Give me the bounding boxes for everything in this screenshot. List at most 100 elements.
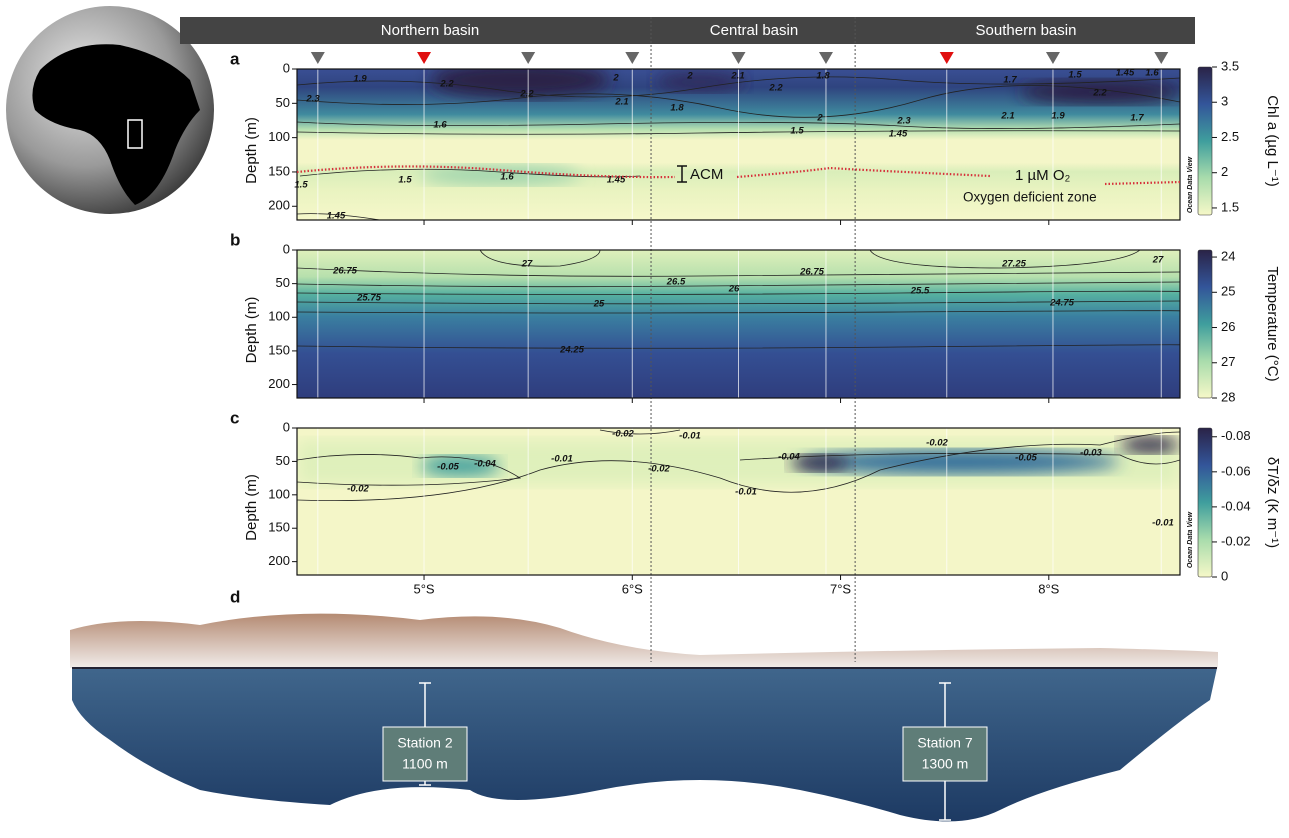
station-depth: 1300 m (922, 756, 969, 772)
contour-label: -0.02 (347, 484, 369, 495)
contour-label: -0.02 (648, 464, 670, 475)
temperature-field (297, 250, 1181, 398)
contour-label: 1.8 (670, 103, 684, 114)
colorbar-tick-label: 26 (1221, 319, 1235, 334)
colorbar-tick-label: -0.04 (1221, 498, 1251, 513)
colorbar (1198, 67, 1212, 215)
contour-label: 1.45 (889, 129, 908, 140)
contour-label: -0.01 (679, 431, 701, 442)
contour-label: -0.05 (437, 462, 459, 473)
station-depth: 1100 m (402, 756, 448, 772)
colorbar-tick-label: 3.5 (1221, 58, 1239, 73)
contour-label: 26.75 (332, 266, 357, 277)
colorbar-tick-label: 3 (1221, 94, 1228, 109)
colorbar-tick-label: 2.5 (1221, 129, 1239, 144)
contour-label: 1.8 (816, 71, 830, 82)
y-tick-label: 100 (268, 486, 290, 501)
colorbar-tick-label: -0.08 (1221, 428, 1251, 443)
colorbar-tick-label: 27 (1221, 354, 1235, 369)
x-tick-label: 6°S (622, 581, 643, 596)
contour-label: 1.5 (790, 126, 804, 137)
watermark: Ocean Data View (1187, 511, 1194, 568)
contour-label: -0.01 (735, 487, 757, 498)
colorbar-tick-label: -0.06 (1221, 463, 1251, 478)
station-name: Station 2 (397, 735, 452, 751)
contour-label: 1.7 (1003, 75, 1017, 86)
contour-label: 2.3 (305, 94, 320, 105)
panel-letter: d (230, 587, 240, 606)
contour-label: 2.2 (1092, 88, 1107, 99)
colorbar-label: Chl a (µg L⁻¹) (1264, 95, 1281, 187)
colorbar-tick-label: 1.5 (1221, 199, 1239, 214)
y-tick-label: 200 (268, 198, 290, 213)
y-tick-label: 50 (276, 95, 290, 110)
contour-label: 25.5 (910, 286, 930, 297)
contour-label: 2 (686, 71, 693, 82)
contour-label: -0.01 (551, 454, 573, 465)
y-tick-label: 150 (268, 163, 290, 178)
contour-label: 1.6 (433, 120, 447, 131)
y-tick-label: 0 (283, 241, 290, 256)
contour-label: 2 (816, 113, 823, 124)
colorbar-label: Temperature (°C) (1264, 266, 1281, 381)
y-axis-label: Depth (m) (243, 297, 260, 364)
contour-label: 2.2 (519, 89, 534, 100)
contour-label: -0.04 (778, 452, 800, 463)
contour-label: -0.04 (474, 459, 496, 470)
lake-section (70, 614, 1218, 822)
contour-label: 2.1 (614, 97, 628, 108)
contour-label: 1.6 (1145, 68, 1159, 79)
contour-label: 1.5 (294, 180, 308, 191)
contour-label: 2.1 (1000, 111, 1014, 122)
basin-label: Central basin (710, 22, 798, 39)
y-tick-label: 200 (268, 376, 290, 391)
station-marker (1154, 52, 1168, 64)
contour-label: 24.75 (1049, 298, 1074, 309)
station-marker (819, 52, 833, 64)
contour-label: 27.25 (1001, 259, 1026, 270)
basin-label: Southern basin (976, 22, 1077, 39)
y-tick-label: 150 (268, 520, 290, 535)
contour-label: 1.9 (1051, 111, 1065, 122)
y-tick-label: 150 (268, 342, 290, 357)
station-marker (940, 52, 954, 64)
contour-label: 25 (593, 299, 605, 310)
contour-label: -0.05 (1015, 453, 1037, 464)
contour-label: 27 (1152, 255, 1164, 266)
y-tick-label: 50 (276, 275, 290, 290)
station-marker (1046, 52, 1060, 64)
x-tick-label: 7°S (830, 581, 851, 596)
contour-label: 25.75 (356, 293, 381, 304)
contour-label: 1.6 (500, 172, 514, 183)
x-tick-label: 8°S (1038, 581, 1059, 596)
station-marker (311, 52, 325, 64)
y-tick-label: 0 (283, 60, 290, 75)
contour-label: 1.45 (1116, 68, 1135, 79)
contour-label: 1.5 (398, 175, 412, 186)
contour-label: 2.1 (730, 71, 744, 82)
contour-label: -0.02 (612, 429, 634, 440)
y-tick-label: 50 (276, 453, 290, 468)
annotation: Oxygen deficient zone (963, 190, 1097, 205)
colorbar-tick-label: 2 (1221, 164, 1228, 179)
contour-label: 2.2 (439, 79, 454, 90)
contour-label: 26.75 (799, 267, 824, 278)
contour-label: 1.5 (1068, 70, 1082, 81)
contour-label: 26 (728, 284, 740, 295)
colorbar-tick-label: 24 (1221, 248, 1235, 263)
contour-label: 2.3 (896, 116, 911, 127)
colorbar (1198, 428, 1212, 577)
contour-label: 26.5 (666, 277, 686, 288)
station-marker (521, 52, 535, 64)
contour-label: 2.2 (768, 83, 783, 94)
contour-label: 1.45 (327, 211, 346, 222)
y-tick-label: 100 (268, 309, 290, 324)
panel-letter: c (230, 408, 239, 427)
y-tick-label: 0 (283, 419, 290, 434)
annotation: 1 µM O₂ (1015, 167, 1070, 184)
colorbar-tick-label: -0.02 (1221, 533, 1251, 548)
contour-label: -0.01 (1152, 518, 1174, 529)
contour-label: 2 (612, 73, 619, 84)
colorbar-tick-label: 25 (1221, 284, 1235, 299)
annotation: ACM (690, 166, 723, 183)
